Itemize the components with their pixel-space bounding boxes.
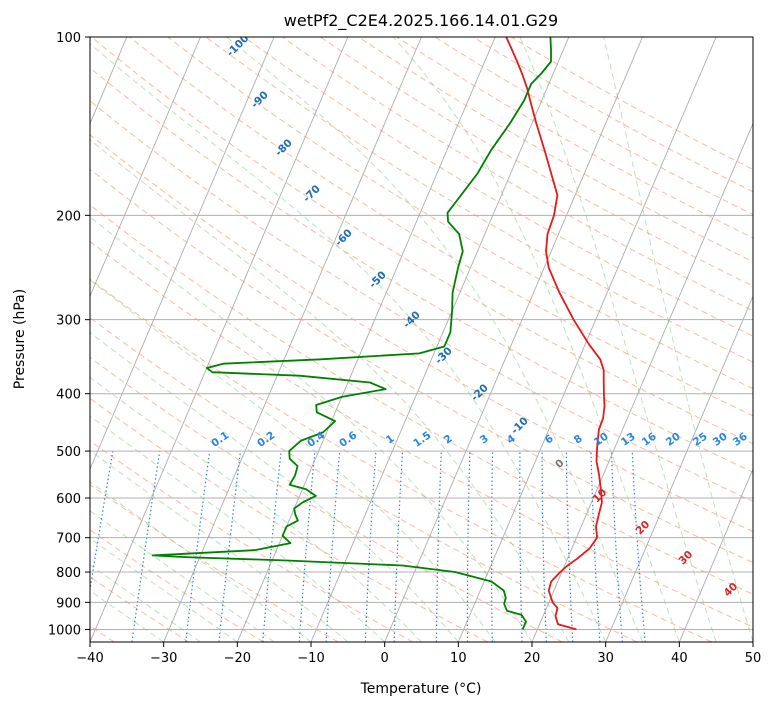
mixing-ratio-line <box>90 450 114 594</box>
dry-adiabat <box>243 37 753 337</box>
x-tick-label: 50 <box>745 651 762 666</box>
moist-adiabat <box>90 564 201 642</box>
mixing-ratio-line <box>218 451 242 642</box>
dry-adiabat <box>90 100 753 503</box>
dry-adiabat <box>91 37 753 445</box>
dry-adiabat <box>90 397 488 642</box>
isotherm-line <box>678 467 753 642</box>
dry-adiabat <box>90 204 753 595</box>
moist-adiabat <box>90 510 275 642</box>
y-tick-label: 600 <box>56 492 81 507</box>
mixing-ratio-line <box>262 451 282 642</box>
x-tick-label: −20 <box>224 651 251 666</box>
moist-adiabat <box>603 37 753 642</box>
x-tick-label: 40 <box>671 651 688 666</box>
y-tick-label: 700 <box>56 532 81 547</box>
isotherm-line <box>384 37 643 642</box>
moist-adiabat <box>90 279 496 642</box>
moist-adiabat <box>90 415 386 642</box>
pressure-grid <box>90 37 753 630</box>
isotherm-line <box>531 122 753 642</box>
temperature-profile <box>505 37 606 631</box>
isotherm-line <box>310 37 570 642</box>
x-tick-label: 20 <box>524 651 541 666</box>
isotherm-line <box>90 37 275 471</box>
dry-adiabat <box>90 356 563 642</box>
y-tick-label: 300 <box>56 314 81 329</box>
moist-adiabat <box>90 537 238 642</box>
y-tick-label: 400 <box>56 388 81 403</box>
moist-adiabat <box>90 139 570 642</box>
y-axis-label: Pressure (hPa) <box>12 289 28 389</box>
profiles <box>151 37 606 631</box>
y-tick-label: 200 <box>56 209 81 224</box>
moist-adiabat <box>90 481 312 642</box>
dry-adiabat <box>90 168 753 564</box>
y-tick-label: 800 <box>56 566 81 581</box>
x-tick-label: 30 <box>597 651 614 666</box>
moist-adiabat <box>392 37 680 642</box>
x-tick-label: −40 <box>76 651 103 666</box>
isotherm-line <box>605 295 753 642</box>
background-lines <box>90 37 753 642</box>
x-tick-label: −30 <box>150 651 177 666</box>
mixing-ratio-line <box>185 451 211 642</box>
dry-adiabat <box>90 484 339 642</box>
isotherm-line <box>90 37 349 642</box>
x-tick-label: 0 <box>381 651 389 666</box>
moist-adiabat <box>90 42 607 642</box>
x-tick-label: −10 <box>297 651 324 666</box>
dry-adiabat <box>90 240 753 628</box>
moist-adiabat <box>226 37 643 642</box>
isotherm-line <box>90 37 201 298</box>
dry-adiabat <box>90 134 753 533</box>
isotherm-line <box>163 37 422 642</box>
moist-adiabat <box>519 37 717 642</box>
dry-adiabat <box>282 37 753 312</box>
y-tick-label: 500 <box>56 445 81 460</box>
dewpoint-profile <box>151 37 552 630</box>
dry-adiabat <box>129 37 753 417</box>
plot-frame <box>89 36 754 643</box>
x-axis-label: Temperature (°C) <box>360 681 482 697</box>
dry-adiabat <box>90 278 712 642</box>
chart-title: wetPf2_C2E4.2025.166.14.01.G29 <box>284 11 558 31</box>
dry-adiabat <box>90 529 264 642</box>
mixing-ratio-line <box>631 451 646 642</box>
x-tick-label: 10 <box>450 651 467 666</box>
isotherm-line <box>236 37 496 642</box>
moist-adiabat <box>90 590 164 642</box>
mixing-ratio-line <box>298 451 316 642</box>
isotherm-line <box>457 37 717 642</box>
y-tick-label: 1000 <box>48 623 81 638</box>
y-tick-label: 900 <box>56 596 81 611</box>
y-tick-label: 100 <box>56 31 81 46</box>
